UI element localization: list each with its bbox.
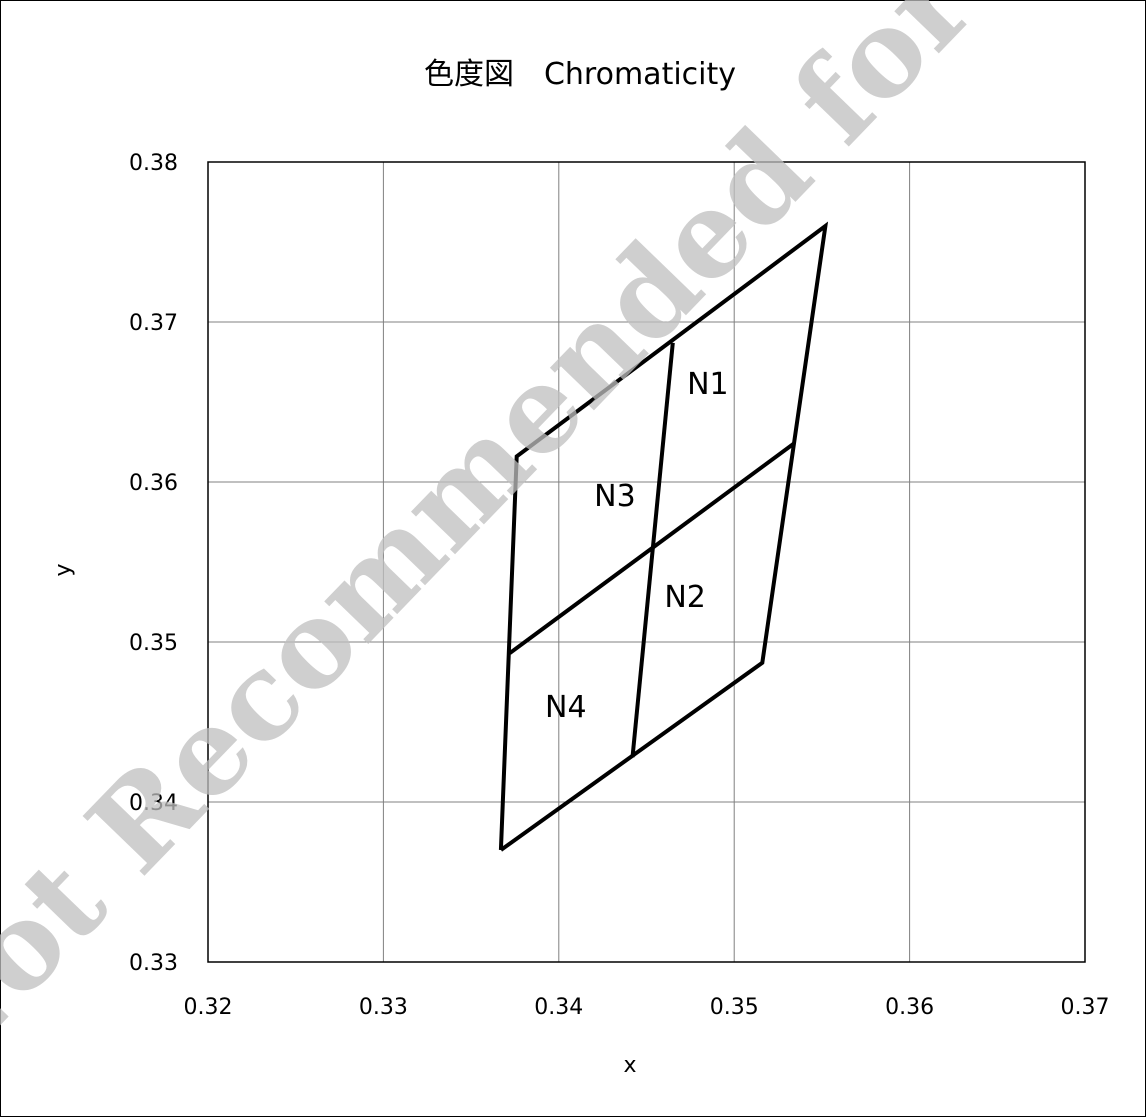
x-tick-label: 0.35 bbox=[710, 995, 759, 1020]
x-tick-labels: 0.32 0.33 0.34 0.35 0.36 0.37 bbox=[184, 995, 1110, 1020]
region-label: N2 bbox=[664, 580, 706, 615]
x-tick-label: 0.32 bbox=[184, 995, 233, 1020]
y-tick-labels: 0.33 0.34 0.35 0.36 0.37 0.38 bbox=[129, 151, 178, 976]
y-tick-label: 0.34 bbox=[129, 791, 178, 816]
x-tick-label: 0.34 bbox=[534, 995, 583, 1020]
y-tick-label: 0.38 bbox=[129, 151, 178, 176]
region-label: N3 bbox=[594, 479, 636, 514]
plot-area bbox=[207, 161, 1086, 963]
region-label: N4 bbox=[545, 690, 587, 725]
y-axis-label: y bbox=[51, 563, 76, 576]
series-line bbox=[508, 441, 795, 655]
region-labels: N1 N2 N3 N4 bbox=[545, 367, 729, 725]
region-label: N1 bbox=[687, 367, 729, 402]
x-tick-label: 0.33 bbox=[359, 995, 408, 1020]
x-axis-label: x bbox=[623, 1053, 636, 1078]
y-tick-label: 0.35 bbox=[129, 631, 178, 656]
y-tick-label: 0.33 bbox=[129, 951, 178, 976]
chart-title: 色度図 Chromaticity bbox=[424, 57, 736, 92]
series-line bbox=[498, 221, 829, 852]
y-tick-label: 0.37 bbox=[129, 311, 178, 336]
x-tick-label: 0.36 bbox=[885, 995, 934, 1020]
series-group bbox=[498, 221, 829, 852]
y-tick-label: 0.36 bbox=[129, 471, 178, 496]
x-tick-label: 0.37 bbox=[1061, 995, 1110, 1020]
